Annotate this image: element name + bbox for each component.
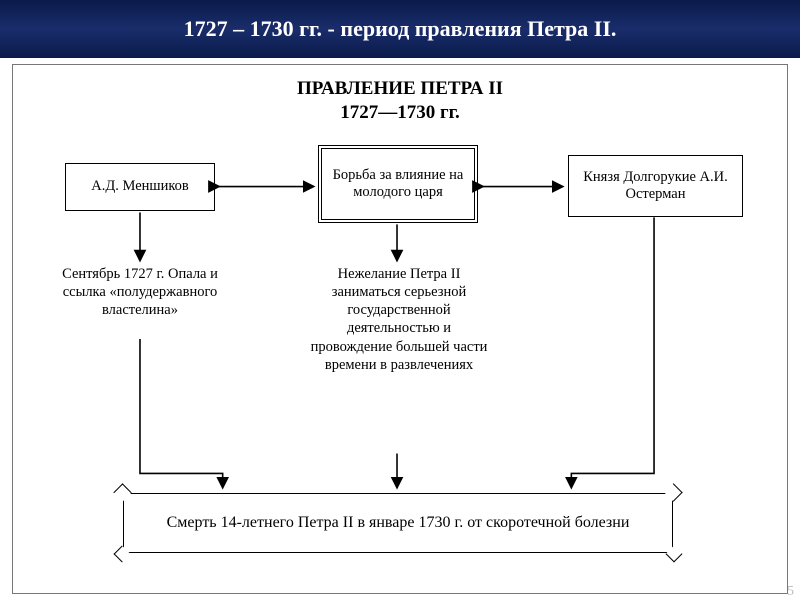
page-number: 5 [787, 584, 794, 600]
diagram-title-line1: ПРАВЛЕНИЕ ПЕТРА II [297, 78, 503, 99]
node-dolgorukie-label: Князя Долгорукие А.И. Остерман [573, 169, 738, 204]
node-center-label: Борьба за влияние на молодого царя [326, 167, 470, 202]
diagram-title: ПРАВЛЕНИЕ ПЕТРА II 1727—1730 гг. [13, 77, 787, 125]
node-dolgorukie: Князя Долгорукие А.И. Остерман [568, 155, 743, 217]
diagram-frame: ПРАВЛЕНИЕ ПЕТРА II 1727—1730 гг. А.Д. Ме… [12, 64, 788, 594]
node-left-text-label: Сентябрь 1727 г. Опала и ссылка «полудер… [62, 266, 218, 318]
node-center: Борьба за влияние на молодого царя [318, 145, 478, 223]
slide-title: 1727 – 1730 гг. - период правления Петра… [184, 16, 617, 42]
node-left-text: Сентябрь 1727 г. Опала и ссылка «полудер… [55, 265, 225, 319]
node-center-text: Нежелание Петра II заниматься серьезной … [306, 265, 492, 374]
slide-body: ПРАВЛЕНИЕ ПЕТРА II 1727—1730 гг. А.Д. Ме… [0, 58, 800, 600]
node-menshikov: А.Д. Меншиков [65, 163, 215, 211]
slide-header: 1727 – 1730 гг. - период правления Петра… [0, 0, 800, 58]
node-menshikov-label: А.Д. Меншиков [91, 178, 188, 195]
node-result-label: Смерть 14-летнего Петра II в январе 1730… [167, 513, 630, 534]
node-center-text-label: Нежелание Петра II заниматься серьезной … [311, 266, 488, 373]
diagram-title-line2: 1727—1730 гг. [340, 102, 460, 123]
node-result: Смерть 14-летнего Петра II в январе 1730… [123, 493, 673, 553]
